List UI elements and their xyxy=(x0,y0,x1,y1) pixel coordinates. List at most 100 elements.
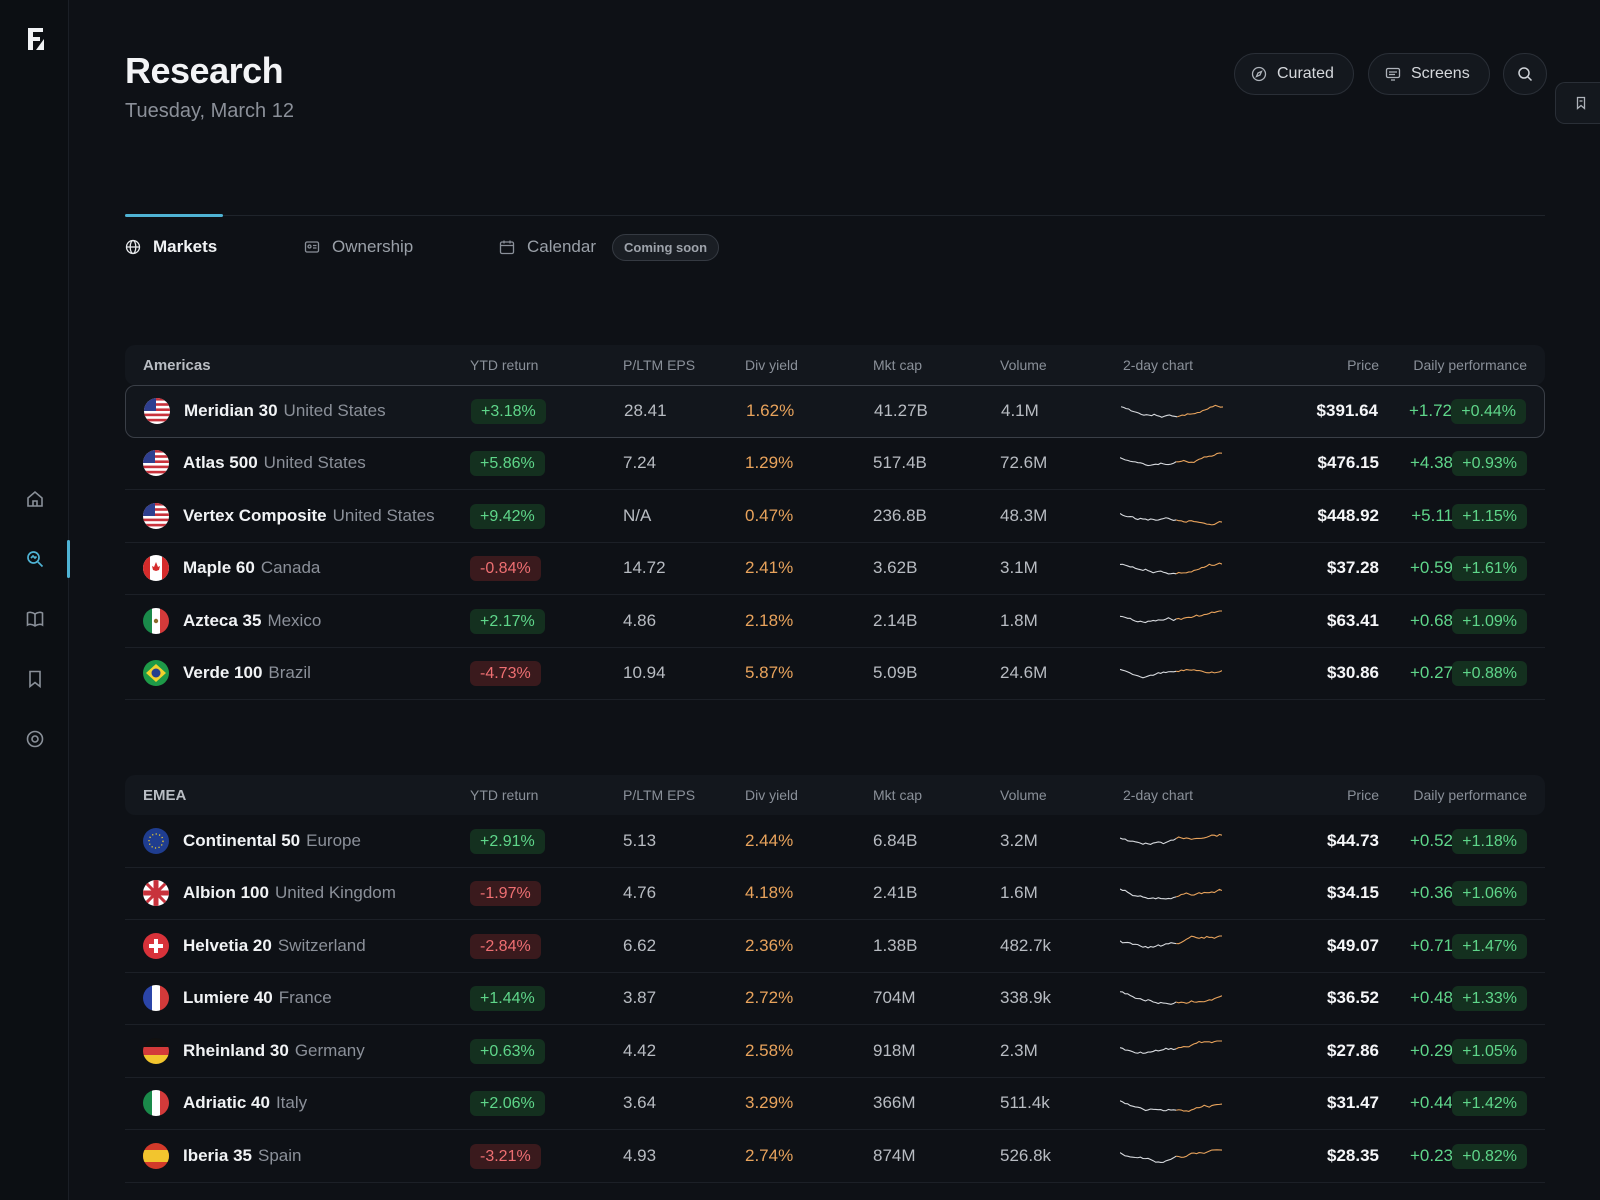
search-button[interactable] xyxy=(1503,53,1547,95)
index-country: Spain xyxy=(258,1145,302,1165)
table-row[interactable]: Iberia 35 Spain -3.21% 4.93 2.74% 874M 526.8k $… xyxy=(125,1130,1545,1183)
region-label: EMEA xyxy=(143,787,187,804)
index-country: Canada xyxy=(260,558,321,578)
tab-calendar[interactable]: Calendar Coming soon xyxy=(499,233,720,261)
price: $30.86 xyxy=(1327,663,1379,683)
col-cap[interactable]: Mkt cap xyxy=(873,787,923,803)
section-header: EMEA YTD return P/LTM EPS Div yield Mkt cap V… xyxy=(125,775,1545,815)
sparkline-chart xyxy=(1119,829,1223,853)
daily-performance: +1.33% xyxy=(1452,986,1527,1012)
ytd-return: +9.42% xyxy=(470,503,545,529)
flag-ca-icon xyxy=(143,555,169,582)
daily-performance: +0.44% xyxy=(1451,399,1526,425)
sparkline-chart xyxy=(1119,986,1223,1010)
sidebar-item-library[interactable] xyxy=(0,600,69,638)
index-name: Maple 60 xyxy=(183,558,255,578)
sparkline-chart xyxy=(1119,661,1223,685)
col-pe[interactable]: P/LTM EPS xyxy=(623,357,696,373)
active-tab-indicator xyxy=(125,214,223,217)
sidebar-item-research[interactable] xyxy=(0,540,70,578)
table-row[interactable]: Lumiere 40 France +1.44% 3.87 2.72% 704M 338.9… xyxy=(125,973,1545,1025)
div-yield: 2.44% xyxy=(745,830,794,850)
price-change: +0.27 xyxy=(1409,663,1453,683)
col-price[interactable]: Price xyxy=(1347,787,1379,803)
tabs-divider xyxy=(125,215,1545,216)
table-row[interactable]: Azteca 35 Mexico +2.17% 4.86 2.18% 2.14B 1.8M $… xyxy=(125,595,1545,648)
price-change: +0.29 xyxy=(1409,1040,1453,1060)
table-row[interactable]: Maple 60 Canada -0.84% 14.72 2.41% 3.62B 3.1M $… xyxy=(125,543,1545,595)
daily-performance: +1.47% xyxy=(1452,933,1527,959)
page-title: Research xyxy=(125,50,284,91)
col-ytd[interactable]: YTD return xyxy=(470,787,539,803)
ytd-return: -3.21% xyxy=(470,1143,541,1169)
screens-icon xyxy=(1385,67,1401,81)
price: $49.07 xyxy=(1327,935,1379,955)
sidebar-item-settings[interactable] xyxy=(0,720,69,758)
flag-fr-icon xyxy=(143,985,169,1012)
price-change: +0.52 xyxy=(1409,830,1453,850)
mkt-cap: 517.4B xyxy=(873,453,927,473)
screens-button[interactable]: Screens xyxy=(1368,53,1490,95)
logo-icon[interactable] xyxy=(25,26,47,52)
col-div[interactable]: Div yield xyxy=(745,357,798,373)
index-name: Albion 100 xyxy=(183,883,269,903)
col-perf[interactable]: Daily performance xyxy=(1413,787,1527,803)
table-row[interactable]: Atlas 500 United States +5.86% 7.24 1.29% 517… xyxy=(125,438,1545,490)
col-vol[interactable]: Volume xyxy=(1000,787,1047,803)
col-div[interactable]: Div yield xyxy=(745,787,798,803)
div-yield: 1.62% xyxy=(746,401,795,421)
price-change: +1.72 xyxy=(1408,401,1452,421)
daily-performance: +0.82% xyxy=(1452,1143,1527,1169)
col-price[interactable]: Price xyxy=(1347,357,1379,373)
flag-us-icon xyxy=(143,450,169,477)
calendar-icon xyxy=(499,240,515,255)
tab-markets[interactable]: Markets xyxy=(125,233,217,261)
tab-markets-label: Markets xyxy=(153,237,218,256)
section-header: Americas YTD return P/LTM EPS Div yield Mkt … xyxy=(125,345,1545,385)
table-row[interactable]: Vertex Composite United States +9.42% N/A 0.… xyxy=(125,490,1545,543)
flag-uk-icon xyxy=(143,880,169,907)
col-perf[interactable]: Daily performance xyxy=(1413,357,1527,373)
sidebar-item-saved[interactable] xyxy=(0,660,69,698)
curated-label: Curated xyxy=(1277,65,1334,82)
ytd-return: -0.84% xyxy=(470,556,541,582)
daily-performance: +1.05% xyxy=(1452,1038,1527,1064)
index-name: Verde 100 xyxy=(183,663,263,683)
bookmark-panel-toggle[interactable] xyxy=(1555,82,1600,124)
bookmark-icon xyxy=(1576,96,1585,110)
volume: 2.3M xyxy=(1000,1040,1038,1060)
screens-label: Screens xyxy=(1411,65,1470,82)
volume: 482.7k xyxy=(1000,935,1052,955)
flag-ch-icon xyxy=(143,932,169,959)
table-row[interactable]: Continental 50 Europe +2.91% 5.13 2.44% 6.84B… xyxy=(125,815,1545,868)
mkt-cap: 236.8B xyxy=(873,505,927,525)
index-country: Switzerland xyxy=(277,935,366,955)
region-label: Americas xyxy=(143,357,211,374)
table-row[interactable]: Meridian 30 United States +3.18% 28.41 1.62%… xyxy=(125,385,1545,438)
col-ytd[interactable]: YTD return xyxy=(470,357,539,373)
volume: 24.6M xyxy=(1000,663,1048,683)
daily-performance: +1.06% xyxy=(1452,881,1527,907)
curated-button[interactable]: Curated xyxy=(1234,53,1354,95)
ytd-return: +2.06% xyxy=(470,1091,545,1117)
sidebar-item-home[interactable] xyxy=(0,480,69,518)
table-row[interactable]: Helvetia 20 Switzerland -2.84% 6.62 2.36% 1.3… xyxy=(125,920,1545,973)
bookmark-icon xyxy=(28,670,41,689)
table-row[interactable]: Albion 100 United Kingdom -1.97% 4.76 4.18% 2… xyxy=(125,868,1545,920)
pe-ratio: 4.86 xyxy=(623,610,657,630)
table-row[interactable]: Rheinland 30 Germany +0.63% 4.42 2.58% 918M 2.… xyxy=(125,1025,1545,1078)
div-yield: 2.18% xyxy=(745,610,794,630)
tab-ownership[interactable]: Ownership xyxy=(304,233,413,261)
col-chart: 2-day chart xyxy=(1123,357,1194,373)
ytd-return: +2.17% xyxy=(470,608,545,634)
volume: 3.2M xyxy=(1000,830,1038,850)
table-row[interactable]: Verde 100 Brazil -4.73% 10.94 5.87% 5.09B 24.6… xyxy=(125,648,1545,700)
index-country: United Kingdom xyxy=(274,883,396,903)
ytd-return: -4.73% xyxy=(470,661,541,687)
table-row[interactable]: Adriatic 40 Italy +2.06% 3.64 3.29% 366M 511.4… xyxy=(125,1078,1545,1130)
sparkline-chart xyxy=(1119,934,1222,958)
col-cap[interactable]: Mkt cap xyxy=(873,357,923,373)
col-vol[interactable]: Volume xyxy=(1000,357,1047,373)
americas-section: Americas YTD return P/LTM EPS Div yield Mkt … xyxy=(125,345,1545,700)
col-pe[interactable]: P/LTM EPS xyxy=(623,787,696,803)
